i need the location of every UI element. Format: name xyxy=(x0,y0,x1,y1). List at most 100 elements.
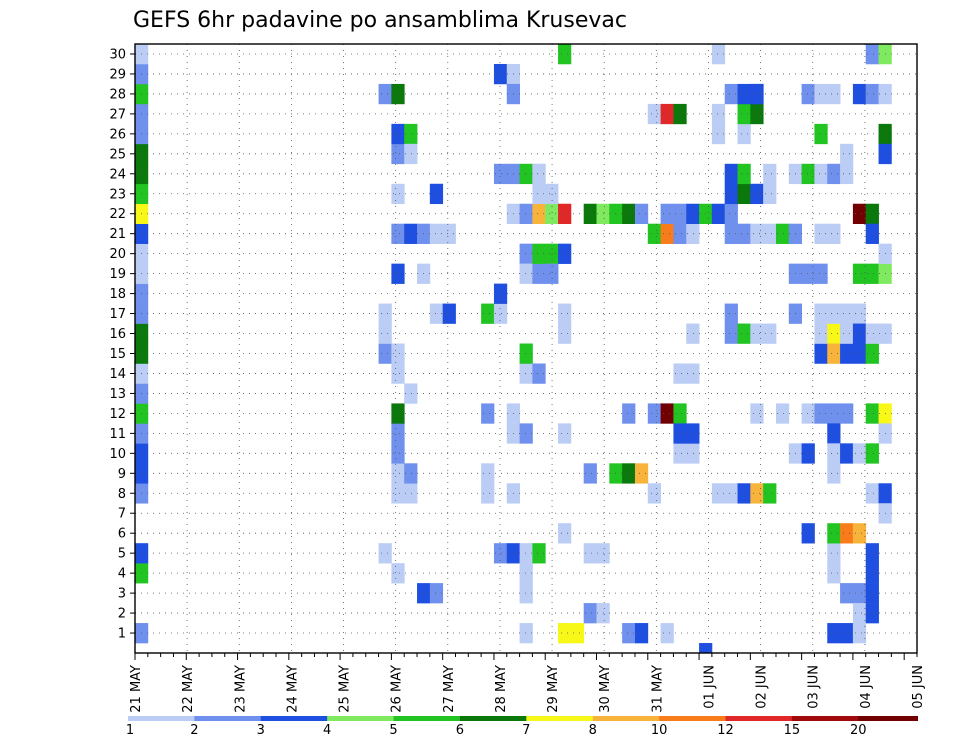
y-tick-label: 15 xyxy=(109,347,126,362)
heatmap-cell xyxy=(827,403,841,424)
heatmap-cell xyxy=(865,543,879,564)
heatmap-cell xyxy=(404,143,418,165)
colorbar-swatch xyxy=(393,716,461,721)
heatmap-cell xyxy=(865,603,879,624)
heatmap-cell xyxy=(852,583,867,604)
x-tick-label: 21 MAY xyxy=(129,665,144,713)
heatmap-cell xyxy=(558,203,572,225)
heatmap-cell xyxy=(737,183,751,205)
heatmap-cell xyxy=(737,163,751,185)
heatmap-cell xyxy=(814,263,828,284)
heatmap-cell xyxy=(686,443,700,464)
y-tick-label: 22 xyxy=(109,207,126,222)
heatmap-cell xyxy=(493,63,508,85)
heatmap-cell xyxy=(442,303,456,324)
heatmap-cell xyxy=(391,223,405,244)
heatmap-cell xyxy=(481,403,495,424)
colorbar: 1 2 3 4 5 6 7 8 10 12 15 20 xyxy=(126,716,918,738)
heatmap-cell xyxy=(622,203,636,225)
heatmap-cell xyxy=(532,163,546,185)
heatmap-cell xyxy=(391,183,405,205)
heatmap-cell xyxy=(814,223,828,244)
y-tick-label: 25 xyxy=(109,147,126,162)
heatmap-cell xyxy=(801,523,815,544)
heatmap-cell xyxy=(391,423,405,444)
heatmap-cell xyxy=(827,523,841,544)
heatmap-cell xyxy=(493,163,508,185)
heatmap-cell xyxy=(391,363,405,384)
heatmap-cell xyxy=(865,263,879,284)
colorbar-label: 6 xyxy=(456,723,464,738)
heatmap-cell xyxy=(519,163,533,185)
x-axis: 21 MAY 22 MAY 23 MAY 24 MAY 25 MAY 26 MAY 27 M… xyxy=(129,653,926,713)
y-tick-label: 24 xyxy=(109,167,126,182)
heatmap-cell xyxy=(711,44,726,65)
colorbar-swatch xyxy=(128,716,195,721)
heatmap-cell xyxy=(711,103,726,125)
heatmap-cell xyxy=(519,263,533,284)
colorbar-label: 15 xyxy=(784,723,801,738)
y-tick-label: 18 xyxy=(109,287,126,302)
heatmap-cell xyxy=(634,623,649,644)
heatmap-cell xyxy=(686,203,700,225)
y-tick-label: 2 xyxy=(118,607,126,622)
y-tick-label: 29 xyxy=(109,67,126,82)
heatmap-cell xyxy=(686,423,700,444)
heatmap-cell xyxy=(750,223,764,244)
heatmap-cell xyxy=(558,303,572,324)
x-tick-label: 22 MAY xyxy=(181,665,196,713)
heatmap-cell xyxy=(583,603,597,624)
heatmap-cell xyxy=(673,203,687,225)
heatmap-cell xyxy=(519,363,533,384)
heatmap-cell xyxy=(852,323,867,344)
heatmap-cell xyxy=(378,343,392,364)
heatmap-cell xyxy=(673,103,687,125)
x-tick-label: 04 JUN xyxy=(859,665,874,709)
heatmap-cell xyxy=(429,183,444,205)
colorbar-swatch xyxy=(725,716,793,721)
heatmap-cell xyxy=(724,223,738,244)
heatmap-cell xyxy=(814,343,828,364)
colorbar-swatch xyxy=(459,716,527,721)
heatmap-cell xyxy=(852,83,867,105)
colorbar-label: 1 xyxy=(126,723,134,738)
heatmap-cell xyxy=(558,423,572,444)
heatmap-cell xyxy=(865,583,879,604)
heatmap-cell xyxy=(622,463,636,484)
colorbar-label: 7 xyxy=(522,723,530,738)
x-tick-label: 28 MAY xyxy=(494,665,509,713)
y-tick-label: 11 xyxy=(109,427,126,442)
heatmap-cell xyxy=(583,203,597,225)
x-tick-label: 31 MAY xyxy=(650,665,665,713)
heatmap-cell xyxy=(519,203,533,225)
heatmap-cell xyxy=(673,223,687,244)
heatmap-cell xyxy=(852,303,867,324)
heatmap-cell xyxy=(519,343,533,364)
heatmap-cell xyxy=(660,403,674,424)
heatmap-cell xyxy=(840,623,854,644)
heatmap-cells xyxy=(135,44,892,653)
heatmap-cell xyxy=(827,443,841,464)
heatmap-cell xyxy=(801,83,815,105)
heatmap-cell xyxy=(724,323,738,344)
heatmap-cell xyxy=(852,203,867,225)
heatmap-cell xyxy=(391,263,405,284)
heatmap-cell xyxy=(827,83,841,105)
heatmap-cell xyxy=(852,343,867,364)
heatmap-cell xyxy=(545,183,559,205)
y-tick-label: 4 xyxy=(118,567,126,582)
heatmap-cell xyxy=(775,223,790,244)
heatmap-cell xyxy=(737,123,751,145)
heatmap-cell xyxy=(686,223,700,244)
heatmap-cell xyxy=(391,483,405,504)
heatmap-cell xyxy=(378,83,392,105)
heatmap-cell xyxy=(493,543,508,564)
heatmap-cell xyxy=(622,403,636,424)
y-tick-label: 1 xyxy=(118,627,126,642)
heatmap-cell xyxy=(724,183,738,205)
heatmap-cell xyxy=(391,123,405,145)
heatmap-cell xyxy=(865,223,879,244)
heatmap-cell xyxy=(750,183,764,205)
heatmap-cell xyxy=(724,483,738,504)
heatmap-cell xyxy=(814,123,828,145)
